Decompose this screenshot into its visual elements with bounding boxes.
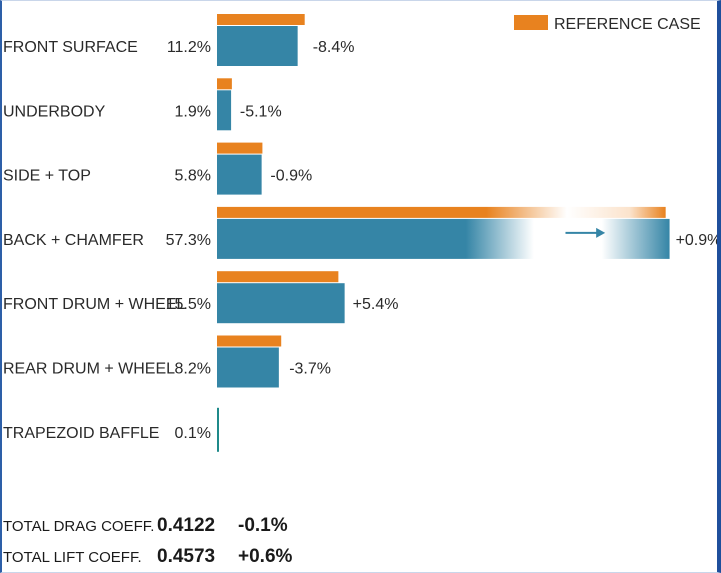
current-bar [217,90,232,131]
total-row: TOTAL DRAG COEFF. 0.4122 -0.1% [3,515,288,536]
share-label: 15.5% [166,296,211,313]
share-label: 57.3% [166,232,211,249]
bar-row: UNDERBODY 1.9% -5.1% [3,78,282,131]
total-value: 0.4122 [157,515,215,536]
reference-bar [217,78,232,90]
share-label: 0.1% [175,425,211,442]
baseline-marker [217,407,219,452]
category-label: REAR DRUM + WHEEL [3,361,175,378]
change-label: -0.9% [270,168,312,185]
category-label: UNDERBODY [3,103,106,120]
total-change: +0.6% [238,546,293,567]
bar-row: FRONT SURFACE 11.2% -8.4% [3,14,354,66]
bar-row: SIDE + TOP 5.8% -0.9% [3,142,312,195]
reference-bar [217,335,282,347]
bar-row: TRAPEZOID BAFFLE 0.1% [3,407,219,452]
change-label: -5.1% [240,103,282,120]
category-label: BACK + CHAMFER [3,232,144,249]
total-value: 0.4573 [157,546,215,567]
current-bar [217,26,298,66]
legend-swatch [514,15,548,30]
category-label: FRONT SURFACE [3,39,138,56]
current-bar [217,218,670,259]
reference-bar [217,271,339,283]
total-change: -0.1% [238,515,288,536]
share-label: 5.8% [175,168,211,185]
trend-arrow-head [596,227,606,238]
current-bar [217,283,345,324]
category-label: FRONT DRUM + WHEEL [3,296,185,313]
chart-rows: FRONT SURFACE 11.2% -8.4% UNDERBODY 1.9% -5.1… [3,14,721,452]
change-label: -3.7% [289,361,331,378]
reference-bar [217,206,666,218]
category-label: SIDE + TOP [3,168,91,185]
totals-table: TOTAL DRAG COEFF. 0.4122 -0.1% TOTAL LIFT C… [3,515,293,567]
current-bar [217,347,279,388]
current-bar [217,154,262,195]
bar-row: BACK + CHAMFER 57.3% +0.9% [3,206,721,259]
reference-bar [217,142,263,154]
share-label: 11.2% [167,39,211,56]
share-label: 1.9% [175,103,211,120]
reference-bar [217,14,305,25]
change-label: +5.4% [353,296,399,313]
change-label: +0.9% [676,232,721,249]
chart-legend: REFERENCE CASE [514,15,701,33]
legend-label: REFERENCE CASE [554,16,701,33]
share-label: 8.2% [175,361,211,378]
category-label: TRAPEZOID BAFFLE [3,425,159,442]
total-label: TOTAL LIFT COEFF. [3,549,142,566]
total-label: TOTAL DRAG COEFF. [3,518,154,535]
bar-row: REAR DRUM + WHEEL 8.2% -3.7% [3,335,331,388]
change-label: -8.4% [313,39,355,56]
total-row: TOTAL LIFT COEFF. 0.4573 +0.6% [3,546,293,567]
